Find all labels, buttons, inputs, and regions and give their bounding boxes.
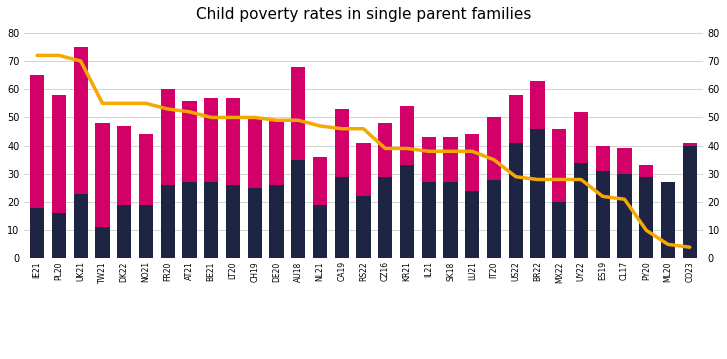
Bar (683, 146, 697, 258)
Bar (574, 163, 588, 258)
Bar (313, 157, 327, 258)
Bar (400, 106, 414, 258)
Bar (226, 185, 240, 258)
Bar (531, 81, 545, 258)
Bar (422, 182, 435, 258)
Bar (617, 149, 632, 258)
Bar (639, 177, 654, 258)
Bar (161, 89, 174, 258)
Title: Child poverty rates in single parent families: Child poverty rates in single parent fam… (196, 7, 531, 22)
Bar (30, 75, 44, 258)
Bar (443, 137, 457, 258)
Bar (95, 123, 110, 258)
Bar (52, 95, 66, 258)
Bar (139, 205, 153, 258)
Bar (356, 143, 371, 258)
Bar (226, 98, 240, 258)
Bar (356, 196, 371, 258)
Bar (617, 174, 632, 258)
Bar (117, 205, 132, 258)
Bar (661, 182, 675, 258)
Bar (204, 182, 218, 258)
Bar (487, 117, 501, 258)
Bar (509, 95, 523, 258)
Bar (292, 67, 305, 258)
Bar (182, 182, 196, 258)
Bar (553, 129, 566, 258)
Bar (531, 129, 545, 258)
Bar (270, 120, 284, 258)
Bar (334, 177, 349, 258)
Bar (487, 180, 501, 258)
Bar (661, 182, 675, 258)
Bar (292, 160, 305, 258)
Bar (574, 112, 588, 258)
Bar (400, 165, 414, 258)
Bar (639, 165, 654, 258)
Bar (509, 143, 523, 258)
Bar (52, 213, 66, 258)
Bar (73, 47, 88, 258)
Bar (683, 143, 697, 258)
Bar (248, 117, 262, 258)
Bar (270, 185, 284, 258)
Bar (139, 134, 153, 258)
Bar (313, 205, 327, 258)
Bar (73, 194, 88, 258)
Bar (595, 171, 610, 258)
Bar (182, 101, 196, 258)
Bar (30, 208, 44, 258)
Bar (161, 185, 174, 258)
Bar (248, 188, 262, 258)
Bar (95, 228, 110, 258)
Bar (378, 177, 393, 258)
Bar (465, 134, 479, 258)
Bar (422, 137, 435, 258)
Bar (553, 202, 566, 258)
Bar (595, 146, 610, 258)
Bar (117, 126, 132, 258)
Bar (204, 98, 218, 258)
Bar (465, 191, 479, 258)
Bar (334, 109, 349, 258)
Bar (378, 123, 393, 258)
Bar (443, 182, 457, 258)
